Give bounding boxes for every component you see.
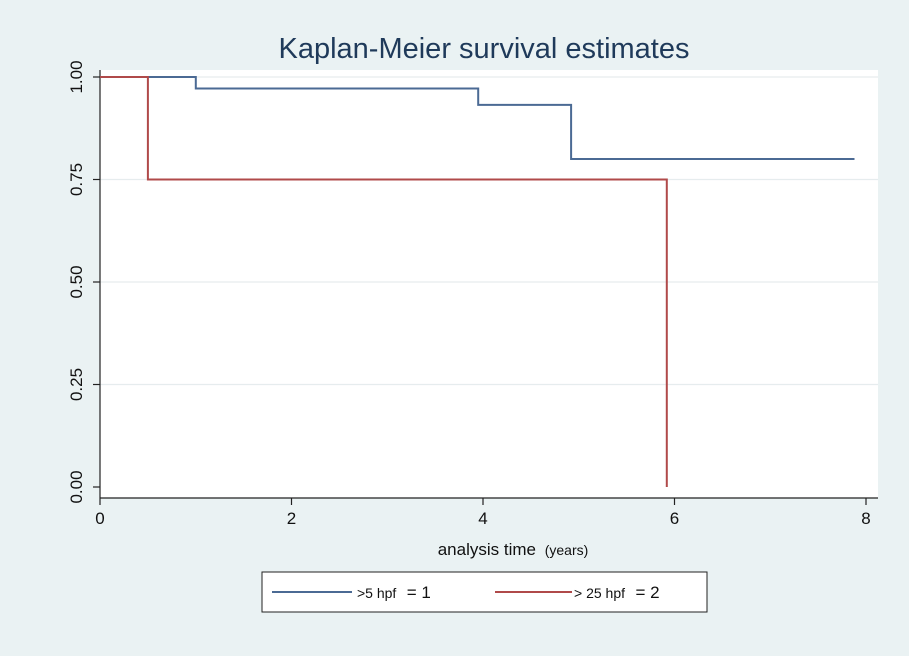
legend-name-series-2: > 25 hpf <box>574 585 625 601</box>
legend-label-series-1: >5 hpf = 1 <box>357 583 431 602</box>
x-tick-label: 0 <box>95 509 104 528</box>
y-tick-label: 0.00 <box>67 470 86 503</box>
series-line-1 <box>100 76 855 160</box>
y-tick-label: 0.75 <box>67 163 86 196</box>
axes <box>99 70 878 499</box>
series-lines <box>100 76 855 487</box>
x-tick-label: 2 <box>287 509 296 528</box>
y-tick-label: 0.50 <box>67 265 86 298</box>
legend-value-series-1: = 1 <box>407 583 431 602</box>
legend-value-series-2: = 2 <box>635 583 659 602</box>
x-axis-label: analysis time (years) <box>438 540 589 559</box>
x-tick-label: 8 <box>861 509 870 528</box>
y-tick-label: 1.00 <box>67 60 86 93</box>
km-figure: Kaplan-Meier survival estimates 0.00 0.25… <box>20 20 900 646</box>
plot-area <box>100 70 878 498</box>
chart-title: Kaplan-Meier survival estimates <box>279 33 690 65</box>
series-line-2 <box>100 76 668 487</box>
ticks: 0.00 0.25 0.50 0.75 1.00 0 2 4 6 8 <box>67 60 871 528</box>
x-axis-label-text: analysis time <box>438 540 536 559</box>
x-tick-label: 4 <box>478 509 487 528</box>
km-chart: Kaplan-Meier survival estimates 0.00 0.25… <box>67 33 878 613</box>
x-tick-label: 6 <box>670 509 679 528</box>
legend: >5 hpf = 1 > 25 hpf = 2 <box>261 571 708 613</box>
legend-label-series-2: > 25 hpf = 2 <box>574 583 660 602</box>
legend-name-series-1: >5 hpf <box>357 585 396 601</box>
x-axis-label-unit: (years) <box>545 542 589 558</box>
y-tick-label: 0.25 <box>67 368 86 401</box>
